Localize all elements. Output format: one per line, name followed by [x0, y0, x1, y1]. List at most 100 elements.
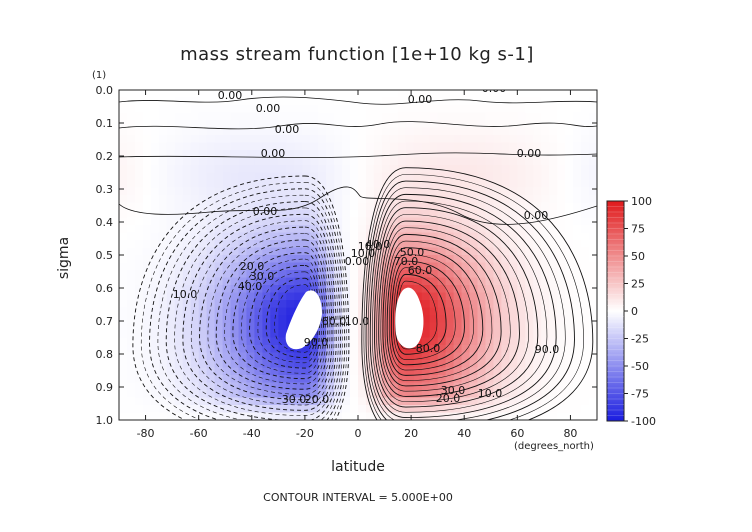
heatmap-cell — [222, 187, 232, 196]
heatmap-cell — [517, 90, 526, 99]
heatmap-cell — [158, 270, 168, 279]
heatmap-cell — [477, 180, 487, 189]
heatmap-cell — [533, 150, 542, 159]
heatmap-cell — [477, 270, 487, 279]
heatmap-cell — [493, 300, 502, 309]
heatmap-cell — [246, 405, 256, 414]
heatmap-cell — [214, 180, 224, 189]
heatmap-cell — [501, 367, 510, 376]
heatmap-cell — [565, 315, 574, 324]
heatmap-cell — [119, 240, 128, 249]
heatmap-cell — [142, 292, 152, 301]
heatmap-cell — [437, 262, 447, 271]
heatmap-cell — [461, 187, 471, 196]
heatmap-cell — [142, 120, 152, 129]
heatmap-cell — [445, 300, 455, 309]
heatmap-cell — [270, 247, 279, 256]
heatmap-cell — [254, 345, 263, 354]
heatmap-cell — [549, 360, 558, 369]
heatmap-cell — [310, 135, 319, 144]
heatmap-cell — [573, 232, 582, 241]
heatmap-cell — [302, 352, 311, 361]
contour-line-positive — [369, 193, 557, 419]
heatmap-cell — [533, 352, 542, 361]
heatmap-cell — [222, 255, 232, 264]
heatmap-cell — [445, 352, 455, 361]
heatmap-cell — [541, 262, 550, 271]
heatmap-cell — [509, 112, 518, 121]
heatmap-cell — [589, 127, 597, 136]
heatmap-cell — [517, 217, 526, 226]
heatmap-cell — [214, 285, 224, 294]
heatmap-cell — [453, 337, 463, 346]
heatmap-cell — [573, 360, 582, 369]
heatmap-cell — [126, 150, 136, 159]
heatmap-cell — [334, 315, 343, 324]
heatmap-cell — [222, 360, 232, 369]
heatmap-cell — [246, 120, 256, 129]
heatmap-cell — [589, 367, 597, 376]
heatmap-cell — [142, 187, 152, 196]
heatmap-cell — [222, 112, 232, 121]
heatmap-cell — [493, 412, 502, 420]
heatmap-cell — [119, 360, 128, 369]
heatmap-cell — [262, 375, 271, 384]
heatmap-cell — [350, 397, 359, 406]
heatmap-cell — [389, 120, 399, 129]
heatmap-cell — [493, 142, 502, 151]
heatmap-cell — [238, 90, 248, 99]
heatmap-cell — [246, 390, 256, 399]
heatmap-cell — [310, 105, 319, 114]
heatmap-cell — [294, 172, 303, 181]
heatmap-cell — [541, 352, 550, 361]
heatmap-cell — [119, 390, 128, 399]
heatmap-cell — [565, 180, 574, 189]
heatmap-cell — [198, 277, 208, 286]
heatmap-cell — [397, 262, 407, 271]
heatmap-cell — [270, 255, 279, 264]
heatmap-cell — [278, 292, 287, 301]
heatmap-cell — [557, 337, 566, 346]
heatmap-cell — [461, 90, 471, 99]
heatmap-cell — [158, 315, 168, 324]
heatmap-cell — [182, 150, 192, 159]
heatmap-cell — [318, 240, 327, 249]
heatmap-cell — [158, 277, 168, 286]
heatmap-cell — [525, 345, 534, 354]
heatmap-cell — [437, 382, 447, 391]
heatmap-cell — [119, 195, 128, 204]
heatmap-cell — [445, 97, 455, 106]
heatmap-cell — [589, 165, 597, 174]
heatmap-cell — [246, 210, 256, 219]
heatmap-cell — [150, 105, 160, 114]
heatmap-cell — [437, 397, 447, 406]
heatmap-cell — [541, 277, 550, 286]
heatmap-cell — [230, 307, 240, 316]
heatmap-cell — [318, 150, 327, 159]
heatmap-cell — [381, 165, 391, 174]
heatmap-cell — [477, 337, 487, 346]
heatmap-cell — [445, 90, 455, 99]
heatmap-cell — [342, 352, 351, 361]
heatmap-cell — [174, 217, 184, 226]
heatmap-cell — [198, 292, 208, 301]
heatmap-cell — [198, 202, 208, 211]
heatmap-cell — [262, 390, 271, 399]
heatmap-cell — [541, 105, 550, 114]
heatmap-cell — [573, 262, 582, 271]
heatmap-cell — [206, 202, 216, 211]
heatmap-cell — [581, 172, 590, 181]
heatmap-cell — [517, 172, 526, 181]
heatmap-cell — [158, 322, 168, 331]
heatmap-cell — [142, 255, 152, 264]
heatmap-cell — [533, 142, 542, 151]
contour-label: 40.0 — [366, 238, 391, 251]
heatmap-cell — [469, 180, 479, 189]
heatmap-cell — [350, 172, 359, 181]
heatmap-cell — [358, 247, 367, 256]
heatmap-cell — [525, 277, 534, 286]
heatmap-cell — [174, 255, 184, 264]
heatmap-cell — [222, 405, 232, 414]
heatmap-cell — [206, 210, 216, 219]
heatmap-cell — [214, 397, 224, 406]
